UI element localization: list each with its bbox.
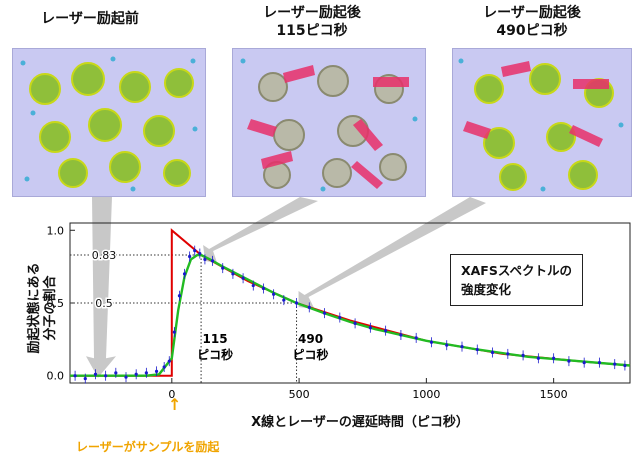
panel-3-title-line2: 490ピコ秒 <box>496 23 568 39</box>
data-point <box>536 356 540 360</box>
data-point <box>261 286 266 291</box>
data-point <box>414 336 418 340</box>
reference-line-label: 0.83 <box>92 249 117 262</box>
data-point <box>114 371 118 375</box>
pointer-arrow-3 <box>298 197 486 309</box>
data-point <box>282 298 286 302</box>
delay-label-unit: ピコ秒 <box>197 347 233 362</box>
data-point <box>210 259 215 263</box>
x-tick-label: 1500 <box>540 388 568 401</box>
data-point <box>429 340 434 344</box>
data-point <box>193 249 197 253</box>
x-tick-label: 1000 <box>412 388 440 401</box>
data-point <box>475 347 479 352</box>
x-tick-label: 0 <box>168 388 175 401</box>
data-point <box>582 361 586 365</box>
data-point <box>198 251 202 256</box>
y-axis-label-line2: 分子の割合 <box>43 275 58 341</box>
data-point <box>93 372 98 376</box>
data-point <box>567 359 571 363</box>
data-point <box>177 294 182 298</box>
data-point <box>623 363 627 368</box>
delay-label-value: 115 <box>203 332 228 346</box>
data-point <box>231 272 235 276</box>
data-point <box>167 359 171 363</box>
data-point <box>294 301 299 305</box>
panel-2-title-line1: レーザー励起後 <box>263 5 361 21</box>
data-point <box>399 333 403 337</box>
data-point <box>272 292 276 296</box>
x-axis-label: X線とレーザーの遅延時間（ピコ秒） <box>251 415 469 430</box>
data-point <box>241 276 245 280</box>
data-point <box>221 266 225 270</box>
data-point <box>104 374 108 378</box>
molecule-panel-before <box>12 48 206 197</box>
data-point <box>506 352 510 356</box>
panel-2-title-line2: 115ピコ秒 <box>276 23 348 39</box>
molecules-490ps-image <box>458 58 624 192</box>
y-axis-label-line1: 励起状態にある <box>27 262 42 354</box>
data-point <box>521 353 525 357</box>
data-point <box>460 345 464 349</box>
panel-3-title-line1: レーザー励起後 <box>483 5 581 21</box>
laser-arrow: ↑ <box>168 395 182 414</box>
data-point <box>552 356 556 360</box>
molecules-115ps-image <box>240 58 418 192</box>
data-point <box>182 272 187 276</box>
data-point <box>597 361 602 365</box>
molecule-panel-115ps <box>232 48 426 197</box>
data-point <box>172 330 176 334</box>
panel-1-title-line1: レーザー励起前 <box>41 11 139 27</box>
delay-label-value: 490 <box>298 332 323 346</box>
panel-3-title: レーザー励起後 490ピコ秒 <box>452 4 612 40</box>
data-point <box>124 375 128 379</box>
data-point <box>134 372 138 376</box>
data-point <box>338 315 342 320</box>
data-point <box>154 369 159 373</box>
reference-line-label: 0.5 <box>95 297 113 310</box>
x-tick-label: 500 <box>289 388 310 401</box>
y-tick-label: 0.0 <box>47 370 65 383</box>
laser-label: レーザーがサンプルを励起 <box>76 440 220 454</box>
y-tick-label: 1.0 <box>47 224 65 237</box>
data-point <box>188 254 192 259</box>
data-point <box>445 343 449 347</box>
y-tick-label: 0.5 <box>47 297 65 310</box>
data-point <box>322 311 327 315</box>
data-point <box>490 350 495 355</box>
data-point <box>368 326 372 330</box>
y-axis-label: 励起状態にある 分子の割合 <box>27 233 59 383</box>
legend-line2: 強度変化 <box>461 282 512 297</box>
data-point <box>251 283 255 288</box>
pointer-arrow-2 <box>203 197 318 263</box>
molecules-before-image <box>20 56 198 192</box>
data-point <box>144 371 148 375</box>
panel-2-title: レーザー励起後 115ピコ秒 <box>232 4 392 40</box>
data-point <box>384 329 388 333</box>
data-point <box>307 305 311 309</box>
legend-line1: XAFSスペクトルの <box>461 263 572 278</box>
data-point <box>73 374 77 378</box>
data-point <box>83 377 87 381</box>
legend-box: XAFSスペクトルの 強度変化 <box>450 254 583 306</box>
data-point <box>353 321 357 325</box>
data-point <box>613 362 617 366</box>
data-point <box>203 257 207 261</box>
pointer-arrow-1 <box>86 197 116 378</box>
series-fit-line <box>70 253 631 377</box>
delay-label-unit: ピコ秒 <box>293 347 329 362</box>
molecule-panel-490ps <box>452 48 632 197</box>
panel-1-title: レーザー励起前 <box>10 10 170 28</box>
data-point <box>162 365 166 369</box>
